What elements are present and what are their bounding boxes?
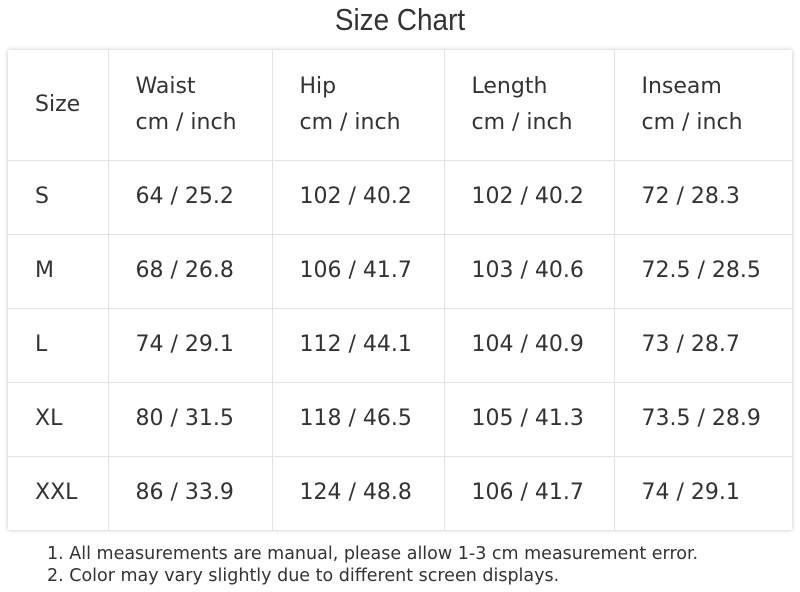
size-cell: XXL (8, 455, 109, 530)
header-text: Hip (299, 73, 337, 99)
header-text: Waist (135, 73, 196, 99)
title: Size Chart (334, 2, 466, 37)
measure-cell: 105 / 41.3 (443, 381, 615, 457)
measure-cell: 64 / 25.2 (107, 159, 273, 235)
measure-cell: 80 / 31.5 (107, 381, 273, 457)
size-table-card: Size Waist cm / inch Hip cm / inch Length cm /… (8, 50, 792, 530)
header-cell: Length cm / inch (443, 50, 615, 161)
measure-cell: 102 / 40.2 (271, 159, 445, 235)
measure-cell: 124 / 48.8 (271, 455, 445, 530)
size-cell: S (8, 159, 109, 235)
size-cell: L (8, 307, 109, 383)
header-text: cm / inch (135, 109, 237, 135)
measure-cell: 106 / 41.7 (443, 455, 615, 530)
header-text: Length (471, 73, 548, 99)
measure-cell: 68 / 26.8 (107, 233, 273, 309)
measure-cell: 73.5 / 28.9 (613, 381, 792, 457)
measure-cell: 104 / 40.9 (443, 307, 615, 383)
size-table: Size Waist cm / inch Hip cm / inch Length cm /… (8, 50, 792, 530)
header-text: Inseam (641, 73, 722, 99)
size-cell: M (8, 233, 109, 309)
header-cell: Waist cm / inch (107, 50, 273, 161)
header-cell: Size (8, 50, 109, 161)
measure-cell: 112 / 44.1 (271, 307, 445, 383)
header-text: Size (35, 91, 81, 117)
header-text: cm / inch (471, 109, 573, 135)
measure-cell: 86 / 33.9 (107, 455, 273, 530)
note: 2. Color may vary slightly due to differ… (47, 566, 560, 586)
measure-cell: 118 / 46.5 (271, 381, 445, 457)
header-cell: Inseam cm / inch (613, 50, 792, 161)
header-row: Size Waist cm / inch Hip cm / inch Length cm /… (8, 50, 792, 161)
table-row: S 64 / 25.2 102 / 40.2 102 / 40.2 72 / 28.3 (8, 159, 792, 235)
table-row: XL 80 / 31.5 118 / 46.5 105 / 41.3 73.5 / 28… (8, 381, 792, 457)
measure-cell: 73 / 28.7 (613, 307, 792, 383)
table-row: XXL 86 / 33.9 124 / 48.8 106 / 41.7 74 / 29.… (8, 455, 792, 530)
table-row: L 74 / 29.1 112 / 44.1 104 / 40.9 73 / 28.7 (8, 307, 792, 383)
table-row: M 68 / 26.8 106 / 41.7 103 / 40.6 72.5 / 28.… (8, 233, 792, 309)
notes: 1. All measurements are manual, please a… (47, 543, 698, 587)
measure-cell: 72.5 / 28.5 (613, 233, 792, 309)
measure-cell: 74 / 29.1 (107, 307, 273, 383)
note: 1. All measurements are manual, please a… (47, 544, 699, 564)
measure-cell: 72 / 28.3 (613, 159, 792, 235)
header-text: cm / inch (299, 109, 401, 135)
measure-cell: 74 / 29.1 (613, 455, 792, 530)
measure-cell: 102 / 40.2 (443, 159, 615, 235)
measure-cell: 106 / 41.7 (271, 233, 445, 309)
measure-cell: 103 / 40.6 (443, 233, 615, 309)
size-cell: XL (8, 381, 109, 457)
header-text: cm / inch (641, 109, 743, 135)
header-cell: Hip cm / inch (271, 50, 445, 161)
